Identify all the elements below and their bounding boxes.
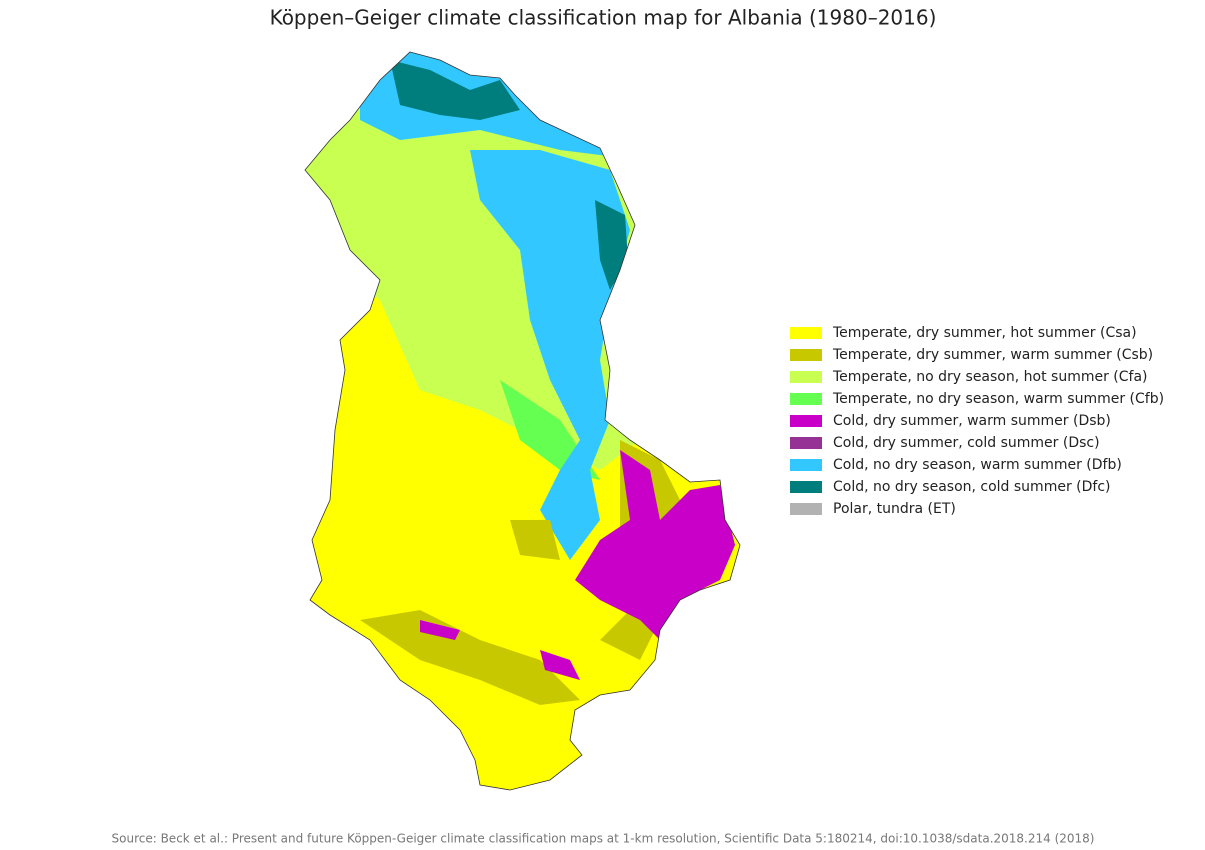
legend-swatch	[790, 371, 822, 383]
legend-label: Temperate, dry summer, hot summer (Csa)	[832, 325, 1137, 341]
region	[595, 200, 628, 290]
legend-swatch	[790, 437, 822, 449]
legend-label: Cold, no dry season, cold summer (Dfc)	[833, 479, 1110, 495]
legend-swatch	[790, 415, 822, 427]
legend-swatch	[790, 481, 822, 493]
region	[470, 150, 630, 560]
source-note: Source: Beck et al.: Present and future …	[112, 832, 1095, 846]
region	[390, 60, 520, 120]
region	[510, 520, 560, 560]
legend-label: Temperate, no dry season, hot summer (Cf…	[832, 369, 1148, 385]
legend-label: Cold, dry summer, cold summer (Dsc)	[833, 435, 1100, 451]
region	[360, 610, 580, 705]
legend-label: Polar, tundra (ET)	[833, 501, 956, 517]
legend-label: Cold, no dry season, warm summer (Dfb)	[833, 457, 1122, 473]
legend-swatch	[790, 349, 822, 361]
legend-swatch	[790, 503, 822, 515]
legend-label: Temperate, no dry season, warm summer (C…	[832, 391, 1164, 407]
legend-label: Temperate, dry summer, warm summer (Csb)	[832, 347, 1153, 363]
legend: Temperate, dry summer, hot summer (Csa) T…	[790, 325, 1164, 517]
legend-swatch	[790, 327, 822, 339]
map-title: Köppen–Geiger climate classification map…	[270, 6, 937, 30]
region	[540, 650, 580, 680]
legend-label: Cold, dry summer, warm summer (Dsb)	[833, 413, 1111, 429]
legend-swatch	[790, 393, 822, 405]
legend-swatch	[790, 459, 822, 471]
region	[420, 620, 460, 640]
climate-map	[305, 52, 740, 790]
